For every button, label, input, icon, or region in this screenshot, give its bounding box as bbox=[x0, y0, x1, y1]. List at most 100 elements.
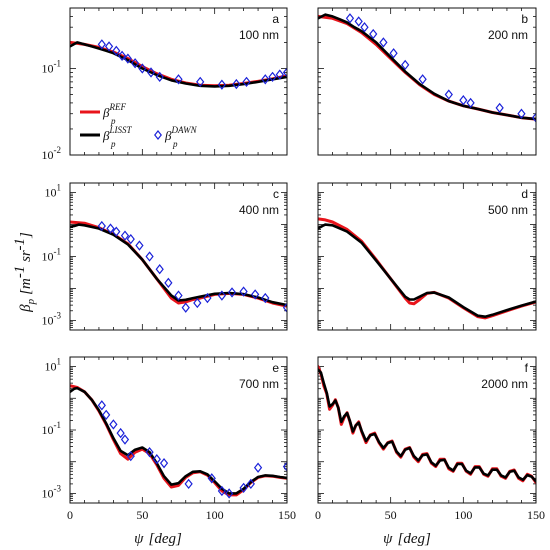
dawn-point bbox=[159, 458, 169, 469]
dawn-point bbox=[146, 67, 156, 78]
series-group-f bbox=[318, 365, 536, 485]
y-tick-base: 10 bbox=[42, 486, 54, 500]
dawn-point bbox=[117, 50, 127, 61]
y-tick-label: 10-1 bbox=[42, 58, 62, 75]
y-axis-exp-2: -1 bbox=[12, 238, 28, 251]
x-axis-title-left: ψ [deg] bbox=[134, 531, 182, 547]
y-tick-label: 10-2 bbox=[42, 145, 62, 162]
y-tick-base: 10 bbox=[42, 250, 54, 264]
panel-size-label: 400 nm bbox=[239, 203, 279, 217]
panel-d: d 500 nm bbox=[317, 182, 537, 331]
panel-letter: f bbox=[525, 361, 529, 375]
x-tick-label: 100 bbox=[454, 508, 472, 522]
dawn-point bbox=[126, 450, 135, 462]
dawn-point bbox=[126, 233, 135, 245]
dawn-point bbox=[120, 434, 130, 445]
dawn-point bbox=[203, 292, 212, 304]
dawn-point bbox=[97, 220, 106, 232]
y-tick-base: 10 bbox=[42, 313, 54, 327]
panel-size-label: 700 nm bbox=[239, 377, 279, 391]
y-tick-base: 10 bbox=[42, 61, 54, 75]
legend-base: β bbox=[164, 128, 172, 143]
panel-letter: b bbox=[521, 12, 528, 26]
dawn-point bbox=[217, 79, 227, 90]
y-tick-exponent: -2 bbox=[54, 145, 62, 155]
dawn-point bbox=[112, 45, 121, 56]
panel-size-label: 2000 nm bbox=[481, 377, 528, 391]
dawn-point bbox=[345, 13, 355, 24]
panel-size-label: 200 nm bbox=[488, 28, 528, 42]
dawn-point bbox=[123, 53, 132, 64]
series-group-c bbox=[70, 220, 287, 313]
legend-base: β bbox=[102, 105, 110, 120]
dawn-point bbox=[495, 102, 504, 114]
x-axis-title-right: ψ [deg] bbox=[383, 531, 431, 547]
panel-frame-e bbox=[69, 356, 288, 504]
dawn-point bbox=[130, 58, 140, 69]
y-tick-exponent: -1 bbox=[54, 420, 62, 430]
dawn-point bbox=[193, 297, 202, 309]
x-tick-label: 150 bbox=[278, 508, 296, 522]
dawn-point bbox=[282, 67, 287, 78]
y-tick-base: 10 bbox=[42, 148, 54, 162]
dawn-point bbox=[466, 97, 475, 109]
dawn-point bbox=[104, 41, 114, 52]
y-tick-exponent: 1 bbox=[57, 357, 62, 367]
panel-b: b 200 nm bbox=[317, 7, 537, 156]
dawn-point bbox=[102, 409, 111, 421]
y-tick-base: 10 bbox=[42, 423, 54, 437]
panel-letter: d bbox=[521, 187, 528, 201]
y-tick-exponent: 1 bbox=[57, 183, 62, 193]
dawn-point bbox=[253, 462, 263, 473]
legend-superscript: LISST bbox=[108, 125, 132, 135]
panel-frame-a bbox=[69, 7, 288, 156]
dawn-point bbox=[275, 69, 284, 80]
panel-letter: a bbox=[272, 12, 279, 26]
dawn-point bbox=[145, 447, 154, 458]
y-tick-label: 10-1 bbox=[42, 247, 62, 264]
y-axis-unit-close: ] bbox=[18, 232, 34, 239]
panel-letter: e bbox=[272, 361, 279, 375]
lisst-curve bbox=[318, 223, 536, 319]
dawn-point bbox=[354, 16, 363, 27]
lisst-curve bbox=[318, 368, 536, 483]
dawn-point bbox=[155, 264, 164, 275]
dawn-point bbox=[174, 74, 183, 85]
lisst-curve bbox=[70, 223, 287, 307]
legend-dawn-marker bbox=[154, 130, 162, 140]
dawn-point bbox=[120, 230, 130, 241]
dawn-point bbox=[217, 290, 227, 301]
x-axis-unit-left: [deg] bbox=[148, 531, 181, 547]
y-tick-label: 101 bbox=[45, 357, 62, 374]
y-tick-label: 10-3 bbox=[42, 483, 62, 500]
legend-label-lisst: βLISST p bbox=[102, 125, 132, 149]
x-tick-label: 100 bbox=[206, 508, 224, 522]
legend-subscript: p bbox=[172, 139, 178, 149]
dawn-point bbox=[369, 28, 378, 40]
series-group-d bbox=[318, 217, 536, 320]
dawn-point bbox=[401, 59, 410, 71]
dawn-point bbox=[246, 478, 255, 490]
y-axis-title: βp[m-1 sr-1] bbox=[12, 232, 37, 313]
series-group-a bbox=[70, 39, 287, 90]
x-tick-label: 50 bbox=[136, 508, 148, 522]
y-axis-exp-1: -1 bbox=[12, 266, 28, 279]
dawn-point bbox=[282, 302, 287, 313]
y-axis-unit-open: [m bbox=[18, 278, 34, 295]
panel-frame-d bbox=[317, 182, 537, 331]
y-axis-symbol: β bbox=[18, 304, 34, 313]
x-axis-symbol-left: ψ bbox=[134, 531, 144, 547]
dawn-point bbox=[135, 240, 144, 251]
dawn-point bbox=[181, 302, 190, 313]
dawn-point bbox=[138, 63, 147, 74]
dawn-point bbox=[97, 400, 106, 411]
legend-superscript: REF bbox=[108, 102, 126, 112]
x-tick-label: 150 bbox=[527, 508, 545, 522]
dawn-point bbox=[217, 485, 227, 497]
dawn-point bbox=[239, 286, 248, 297]
